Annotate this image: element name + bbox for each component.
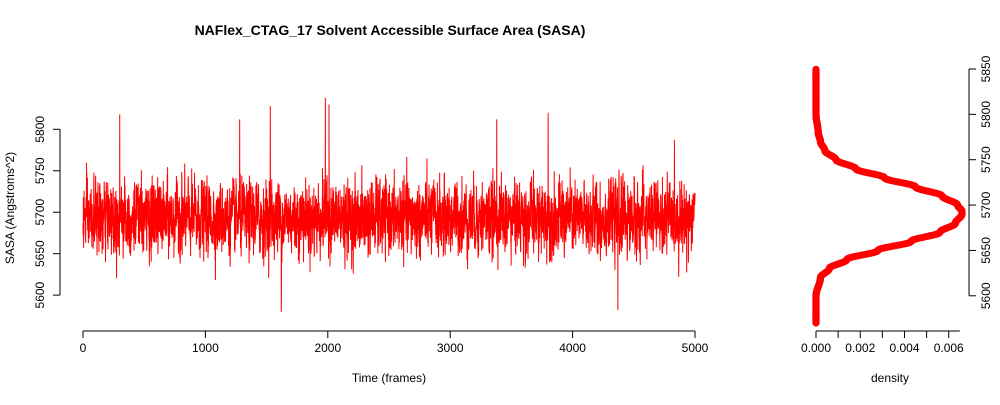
density-axis-label: density bbox=[871, 371, 909, 385]
time-x-axis: 0 1000 2000 3000 4000 5000 bbox=[80, 330, 709, 355]
density-y-tick-label: 5650 bbox=[979, 237, 993, 264]
sasa-axis-label: SASA (Angstroms^2) bbox=[3, 152, 17, 264]
sasa-tick-label: 5700 bbox=[33, 199, 47, 226]
time-tick-label: 3000 bbox=[437, 341, 464, 355]
density-tick-label: 0.000 bbox=[801, 341, 831, 355]
sasa-tick-label: 5650 bbox=[33, 240, 47, 267]
time-axis-label: Time (frames) bbox=[352, 371, 426, 385]
sasa-tick-label: 5600 bbox=[33, 281, 47, 308]
time-tick-label: 4000 bbox=[559, 341, 586, 355]
density-tick-label: 0.006 bbox=[934, 341, 964, 355]
density-y-tick-label: 5600 bbox=[979, 282, 993, 309]
chart-title: NAFlex_CTAG_17 Solvent Accessible Surfac… bbox=[195, 22, 586, 38]
time-tick-label: 5000 bbox=[682, 341, 709, 355]
time-tick-label: 2000 bbox=[314, 341, 341, 355]
density-y-tick-label: 5800 bbox=[979, 101, 993, 128]
time-tick-label: 1000 bbox=[192, 341, 219, 355]
density-tick-label: 0.004 bbox=[889, 341, 919, 355]
time-tick-label: 0 bbox=[80, 341, 87, 355]
density-panel: 0.000 0.002 0.004 0.006 5600 5650 5700 5750 580… bbox=[801, 55, 993, 385]
sasa-y-axis: 5600 5650 5700 5750 5800 bbox=[33, 116, 61, 308]
sasa-series-line bbox=[82, 97, 696, 312]
sasa-time-series-panel: 0 1000 2000 3000 4000 5000 5600 5650 5700 5750 58… bbox=[3, 97, 709, 385]
density-x-axis: 0.000 0.002 0.004 0.006 bbox=[801, 330, 964, 355]
density-tick-label: 0.002 bbox=[845, 341, 875, 355]
sasa-tick-label: 5800 bbox=[33, 116, 47, 143]
density-points-group bbox=[812, 65, 966, 327]
density-right-y-axis: 5600 5650 5700 5750 5800 5850 bbox=[968, 55, 993, 309]
density-y-tick-label: 5700 bbox=[979, 191, 993, 218]
density-point bbox=[812, 65, 820, 73]
density-y-tick-label: 5850 bbox=[979, 55, 993, 82]
density-y-tick-label: 5750 bbox=[979, 146, 993, 173]
sasa-tick-label: 5750 bbox=[33, 157, 47, 184]
sasa-series-line-group bbox=[82, 97, 696, 312]
